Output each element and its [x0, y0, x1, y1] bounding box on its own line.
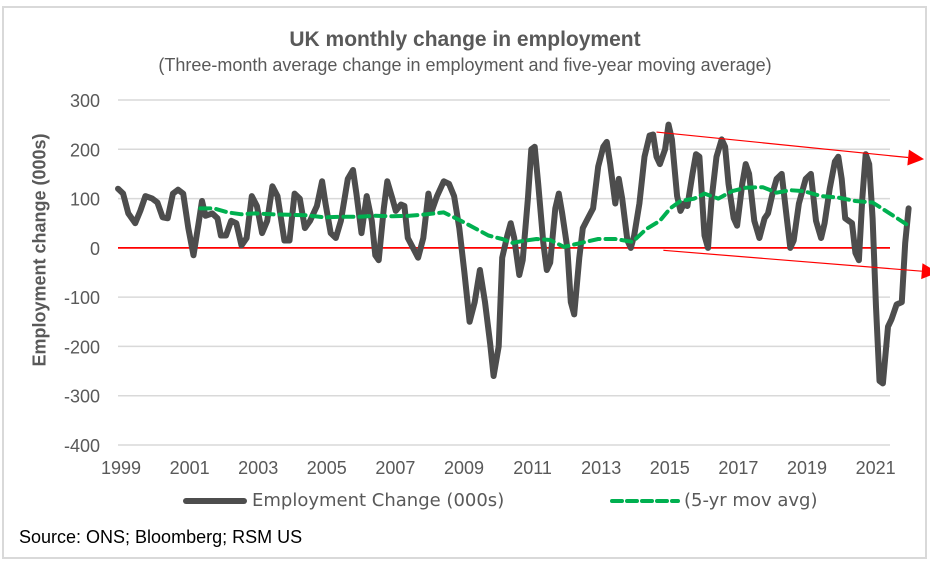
gridlines — [118, 99, 890, 446]
legend-item-employment-change: Employment Change (000s) — [182, 490, 504, 511]
y-tick-label: 200 — [70, 140, 100, 160]
legend-label-employment-change: Employment Change (000s) — [252, 490, 505, 511]
trend-arrows — [656, 131, 930, 280]
y-tick-label: -200 — [64, 337, 100, 357]
legend-swatch-dashed-line — [610, 498, 680, 503]
series-group — [115, 121, 912, 387]
y-tick-label: -100 — [64, 288, 100, 308]
chart-subtitle: (Three-month average change in employmen… — [158, 55, 772, 75]
x-tick-label: 2007 — [375, 458, 415, 478]
legend-item-moving-average: (5-yr mov avg) — [610, 490, 817, 511]
lower-trend-arrowhead — [921, 263, 930, 280]
legend-swatch-solid-line — [183, 497, 247, 504]
x-tick-label: 2009 — [444, 458, 484, 478]
y-tick-label: 300 — [70, 91, 100, 111]
y-axis-ticks: 300 200 100 0 -100 -200 -300 -400 — [64, 91, 100, 456]
x-tick-label: 2013 — [581, 458, 621, 478]
y-tick-label: 100 — [70, 190, 100, 210]
y-tick-label: -300 — [64, 387, 100, 407]
x-tick-label: 2005 — [307, 458, 347, 478]
chart-title: UK monthly change in employment — [289, 28, 641, 51]
upper-trend-arrowhead — [907, 149, 925, 166]
y-tick-label: 0 — [90, 239, 100, 259]
x-tick-label: 2011 — [513, 458, 552, 478]
x-tick-label: 2017 — [718, 458, 758, 478]
series-line-employment-change — [115, 121, 912, 387]
x-tick-label: 2019 — [787, 458, 827, 478]
x-tick-label: 2015 — [650, 458, 690, 478]
source-note: Source: ONS; Bloomberg; RSM US — [19, 527, 303, 547]
x-tick-label: 2003 — [238, 458, 278, 478]
x-tick-label: 2001 — [170, 458, 210, 478]
series-line-moving-average — [198, 185, 911, 249]
legend-label-moving-average: (5-yr mov avg) — [684, 490, 818, 511]
y-tick-label: -400 — [64, 436, 100, 456]
upper-trend-arrow-line — [656, 131, 909, 159]
lower-trend-arrow-line — [663, 249, 922, 272]
x-axis-ticks: 1999 2001 2003 2005 2007 2009 2011 2013 2015 2017… — [101, 458, 896, 478]
x-tick-label: 1999 — [101, 458, 141, 478]
x-tick-label: 2021 — [856, 458, 896, 478]
